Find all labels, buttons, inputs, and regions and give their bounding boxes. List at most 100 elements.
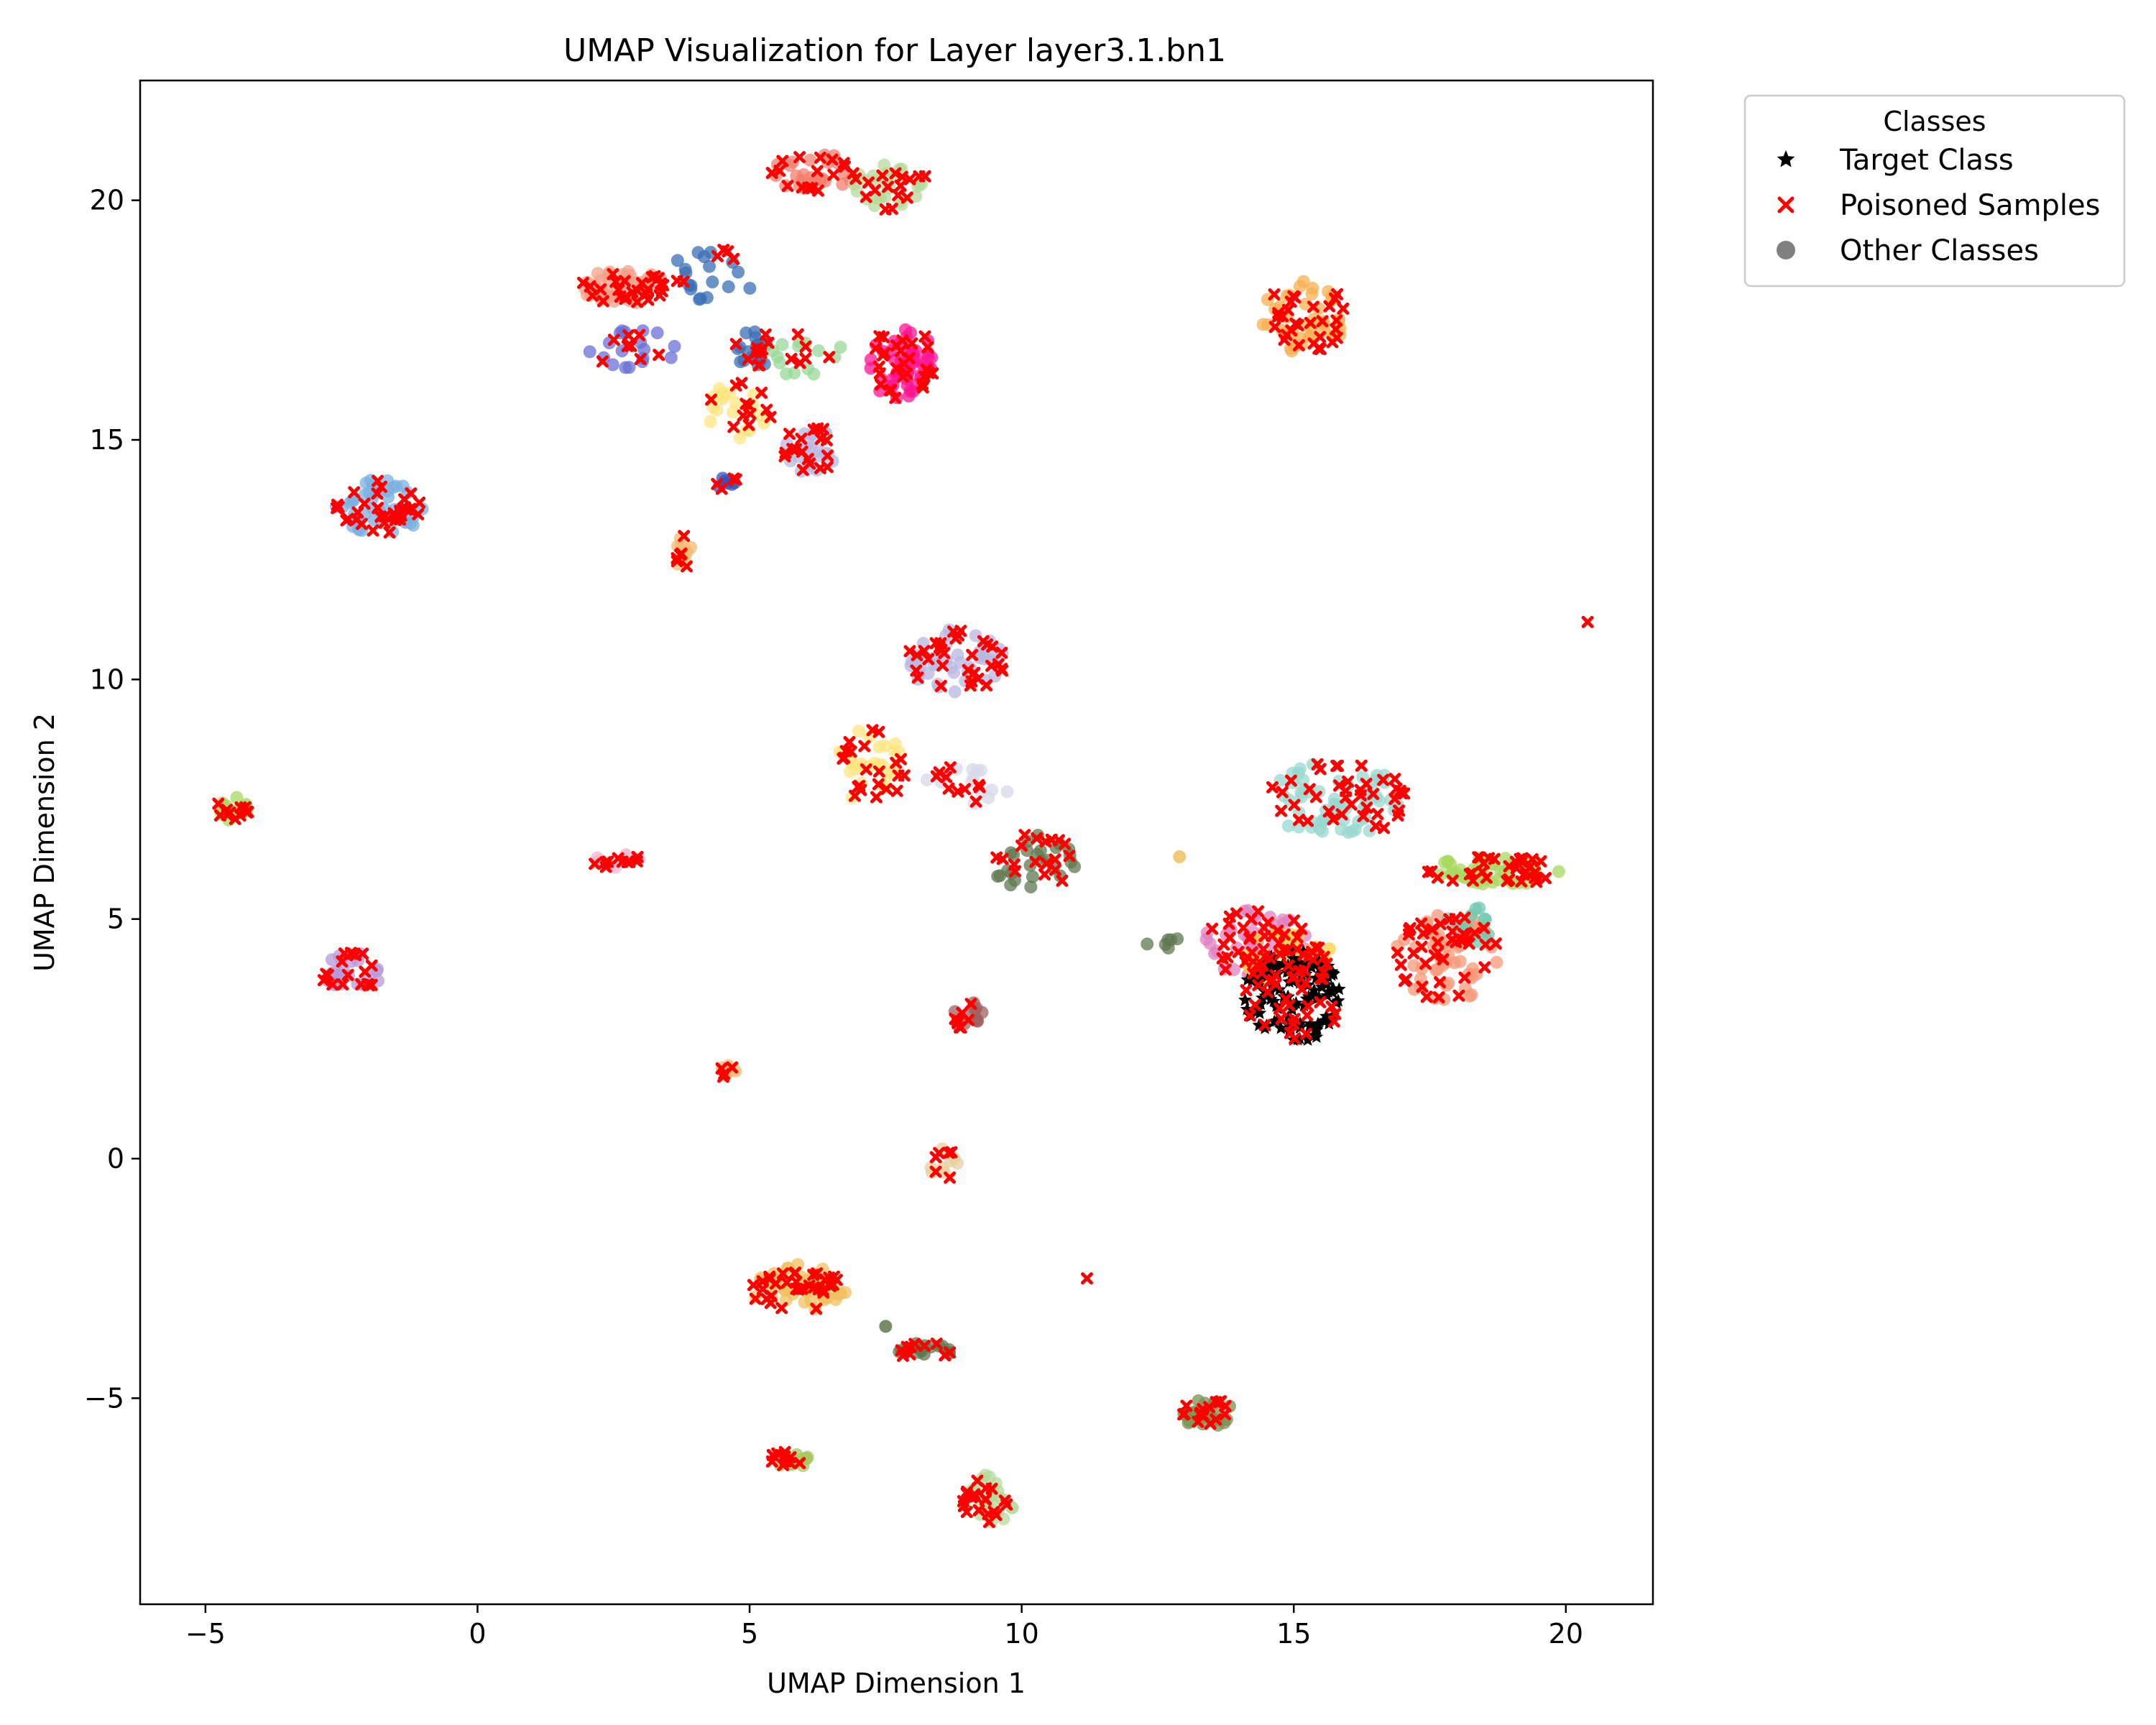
poisoned-sample-point	[1243, 1009, 1256, 1022]
plot-frame	[139, 79, 1654, 1606]
other-class-point	[862, 730, 876, 744]
poisoned-sample-point	[816, 423, 829, 436]
other-class-point	[803, 153, 817, 167]
legend[interactable]: Classes Target Class Poisoned Samples Othe…	[1743, 94, 2126, 288]
poisoned-sample-point	[1476, 865, 1489, 878]
poisoned-sample-point	[1316, 315, 1329, 328]
poisoned-sample-point	[972, 778, 985, 791]
poisoned-sample-point	[631, 850, 644, 863]
poisoned-sample-point	[1232, 946, 1245, 959]
other-class-point	[807, 367, 821, 381]
poisoned-sample-point	[756, 1282, 769, 1295]
poisoned-sample-point	[711, 249, 724, 262]
poisoned-sample-point	[1307, 300, 1319, 313]
poisoned-sample-point	[791, 328, 804, 341]
poisoned-sample-point	[602, 855, 614, 868]
poisoned-sample-point	[810, 1302, 823, 1315]
poisoned-sample-point	[241, 806, 254, 819]
poisoned-sample-point	[952, 1014, 964, 1027]
poisoned-sample-point	[1049, 863, 1061, 876]
poisoned-sample-point	[980, 1493, 992, 1506]
other-class-point	[706, 275, 719, 289]
poisoned-sample-point	[1325, 1000, 1338, 1013]
poisoned-sample-point	[952, 629, 965, 642]
poisoned-sample-point	[849, 789, 861, 802]
target-class-point	[1310, 1021, 1325, 1034]
poisoned-sample-point	[962, 663, 975, 676]
target-class-point	[1308, 1028, 1322, 1041]
poisoned-sample-point	[892, 769, 905, 782]
other-class-point	[678, 262, 692, 276]
poisoned-sample-point	[729, 473, 742, 486]
poisoned-sample-point	[1240, 984, 1253, 997]
poisoned-sample-point	[1298, 964, 1311, 977]
poisoned-sample-point	[814, 151, 826, 164]
poisoned-sample-point	[799, 352, 812, 365]
legend-entry-label: Poisoned Samples	[1840, 189, 2100, 222]
poisoned-sample-point	[921, 341, 934, 354]
poisoned-sample-point	[1478, 921, 1491, 934]
poisoned-sample-point	[1478, 961, 1491, 974]
poisoned-sample-point	[642, 283, 655, 296]
poisoned-sample-point	[596, 355, 609, 368]
poisoned-sample-point	[729, 338, 742, 351]
poisoned-sample-point	[765, 1455, 778, 1468]
x-tick-label: 0	[469, 1618, 486, 1650]
other-class-point	[1438, 856, 1452, 870]
legend-entries: Target Class Poisoned Samples Other Classe…	[1777, 144, 2100, 267]
poisoned-sample-point	[1488, 852, 1501, 865]
other-class-point	[1473, 901, 1486, 915]
poisoned-sample-point	[1311, 758, 1324, 770]
poisoned-sample-point	[1322, 805, 1335, 818]
other-class-point	[694, 292, 707, 305]
poisoned-sample-point	[885, 384, 898, 397]
x-tick-label: −5	[185, 1618, 226, 1650]
poisoned-sample-point	[1302, 814, 1314, 827]
other-class-point	[1407, 959, 1421, 972]
other-class-point	[1173, 850, 1187, 863]
poisoned-sample-point	[1420, 990, 1433, 1003]
other-class-point	[1026, 870, 1039, 883]
poisoned-sample-point	[371, 487, 384, 500]
poisoned-sample-point	[875, 378, 887, 391]
x-tick-label: 15	[1276, 1618, 1311, 1650]
poisoned-sample-point	[790, 1282, 803, 1295]
poisoned-sample-point	[995, 663, 1008, 676]
poisoned-sample-point	[1330, 331, 1343, 344]
poisoned-sample-point	[618, 275, 631, 288]
poisoned-sample-point	[785, 352, 798, 365]
poisoned-sample-point	[1299, 976, 1312, 989]
poisoned-sample-point	[1258, 929, 1271, 942]
poisoned-sample-point	[986, 640, 999, 653]
poisoned-sample-point	[1289, 1032, 1302, 1045]
poisoned-sample-point	[1283, 999, 1296, 1012]
poisoned-sample-point	[621, 856, 634, 869]
poisoned-sample-point	[355, 978, 368, 990]
poisoned-sample-point	[1455, 934, 1468, 947]
poisoned-sample-point	[1526, 853, 1539, 866]
poisoned-sample-point	[1458, 971, 1471, 984]
target-class-point	[1260, 968, 1274, 982]
poisoned-sample-point	[1031, 832, 1044, 845]
poisoned-sample-point	[1289, 291, 1302, 304]
poisoned-sample-point	[889, 167, 902, 180]
poisoned-sample-point	[1015, 840, 1028, 852]
poisoned-sample-point	[634, 353, 647, 366]
poisoned-sample-point	[1501, 875, 1514, 888]
poisoned-sample-point	[985, 1482, 998, 1495]
poisoned-sample-point	[890, 756, 903, 769]
poisoned-sample-point	[995, 646, 1008, 659]
poisoned-sample-point	[1514, 852, 1526, 865]
other-class-point	[703, 259, 717, 273]
poisoned-sample-point	[900, 191, 913, 204]
poisoned-sample-point	[1395, 787, 1408, 800]
other-class-point	[748, 325, 762, 339]
poisoned-sample-point	[653, 349, 665, 362]
poisoned-sample-point	[784, 1457, 797, 1470]
poisoned-sample-point	[1281, 944, 1294, 957]
other-class-point	[1293, 280, 1307, 293]
poisoned-sample-point	[827, 168, 840, 181]
other-class-point	[1141, 937, 1154, 951]
legend-dot-icon	[1777, 241, 1795, 259]
poisoned-sample-point	[715, 1062, 728, 1075]
